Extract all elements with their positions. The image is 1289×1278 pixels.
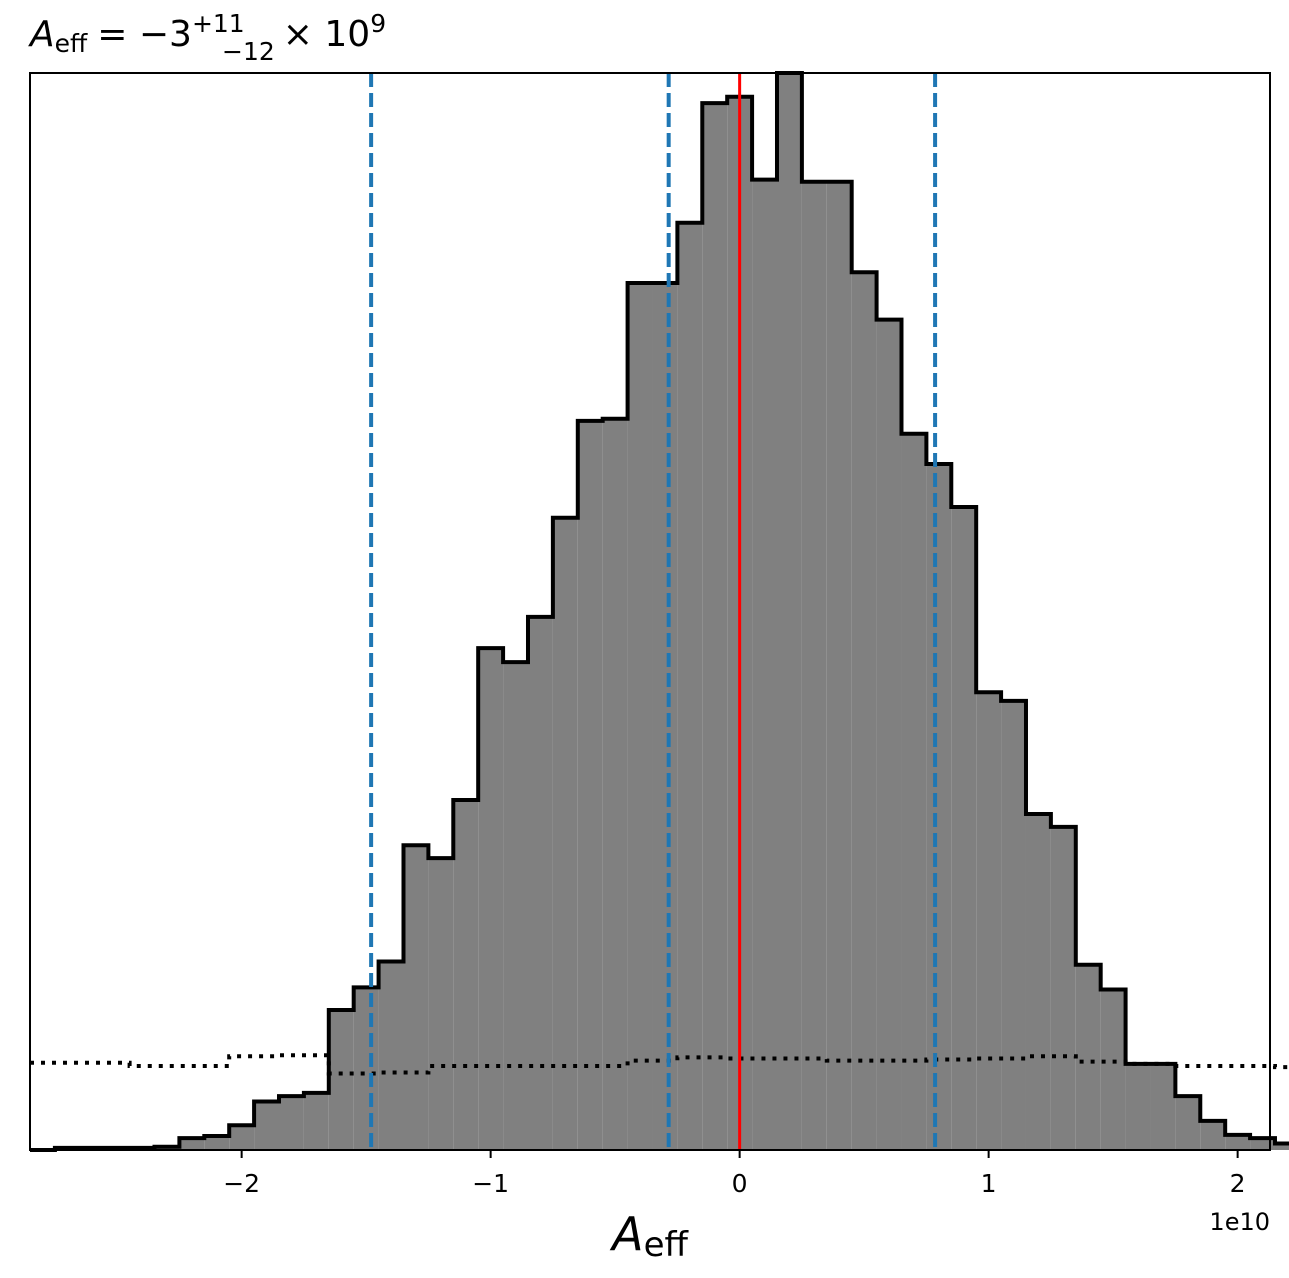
title-lower-error: −12 — [222, 37, 275, 66]
title-exponent: 9 — [370, 9, 386, 38]
histogram-bar — [1175, 1096, 1201, 1150]
histogram-bar — [254, 1101, 279, 1150]
histogram-bar — [204, 1135, 230, 1150]
x-axis-label-symbol: A — [609, 1207, 643, 1261]
histogram-bar — [179, 1138, 205, 1150]
histogram-bar — [752, 179, 777, 1151]
histogram-bar — [602, 418, 628, 1150]
title-equals: = −3 — [97, 14, 192, 55]
histogram-bar — [353, 987, 379, 1150]
histogram-bar — [851, 272, 877, 1150]
histogram-bar — [1225, 1134, 1251, 1150]
histogram-bar — [1075, 964, 1101, 1150]
histogram-bar — [1250, 1138, 1275, 1150]
histogram-bar — [702, 103, 728, 1150]
title-subscript: eff — [55, 29, 88, 58]
histogram-bar — [403, 845, 429, 1150]
x-axis-label-subscript: eff — [644, 1225, 690, 1265]
histogram-bar — [303, 1092, 329, 1150]
histogram-bar — [1150, 1063, 1176, 1150]
histogram-bar — [503, 662, 528, 1150]
x-tick-label: −2 — [223, 1169, 260, 1198]
plot-frame — [29, 72, 1271, 1151]
histogram-bar — [677, 222, 703, 1150]
histogram-bar — [901, 433, 927, 1150]
x-tick-label: 0 — [732, 1169, 748, 1198]
x-axis-ticks: −2 −1 0 1 2 — [223, 1150, 1246, 1198]
histogram-bar — [801, 181, 827, 1151]
x-tick-label: 1 — [981, 1169, 997, 1198]
title-times: × 10 — [283, 14, 370, 55]
histogram-bar — [1274, 1143, 1289, 1150]
x-tick-label: −1 — [472, 1169, 509, 1198]
histogram-bar — [826, 181, 852, 1151]
histogram-bar — [527, 616, 553, 1150]
histogram-bar — [926, 463, 952, 1150]
histogram-bar — [1125, 1063, 1151, 1150]
histogram-bar — [278, 1096, 304, 1150]
histogram-bar — [1050, 826, 1076, 1150]
histogram-bar — [552, 517, 578, 1150]
histogram-bar — [229, 1125, 255, 1150]
chart-title: Aeff = −3+11 −12 × 109 — [28, 9, 386, 66]
title-upper-error: +11 — [192, 9, 245, 38]
x-axis-label: Aeff — [609, 1207, 689, 1265]
histogram-bar — [577, 420, 603, 1151]
histogram-bar — [876, 319, 902, 1150]
histogram-bar — [1100, 989, 1126, 1150]
title-symbol: A — [28, 14, 55, 55]
histogram-bar — [428, 858, 454, 1150]
histogram-bar — [478, 648, 504, 1150]
histogram-bar — [1001, 700, 1026, 1150]
histogram-bar — [453, 799, 479, 1150]
histogram-bar — [1025, 813, 1051, 1150]
histogram-bar — [627, 283, 653, 1150]
x-axis-offset-label: 1e10 — [1209, 1208, 1270, 1236]
histogram-bar — [652, 283, 678, 1150]
histogram-outline — [30, 71, 1289, 1152]
plot-area — [30, 71, 1289, 1152]
x-tick-label: 2 — [1230, 1169, 1246, 1198]
histogram-bar — [776, 73, 802, 1150]
histogram-bar — [976, 692, 1002, 1150]
svg-text:Aeff= −3+11−12× 109: Aeff = −3+11 −12 × 109 — [28, 9, 386, 66]
histogram-bar — [951, 507, 977, 1150]
histogram-bar — [1200, 1120, 1226, 1150]
histogram-bar — [378, 961, 404, 1150]
histogram-bar — [328, 1009, 354, 1150]
